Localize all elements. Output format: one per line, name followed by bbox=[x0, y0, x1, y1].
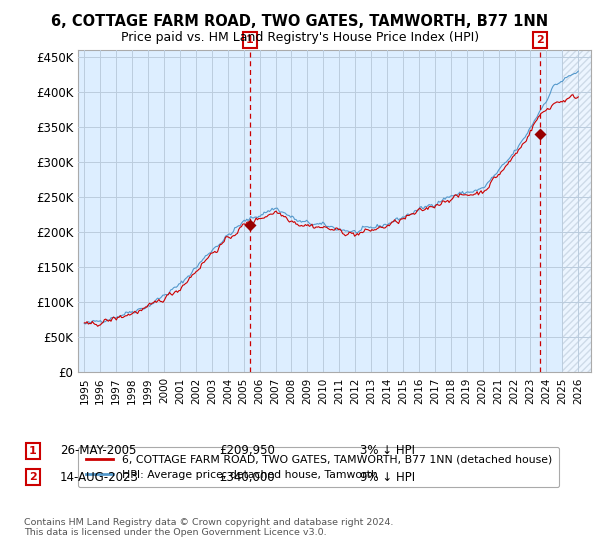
Text: 1: 1 bbox=[246, 35, 254, 45]
Text: 1: 1 bbox=[29, 446, 37, 456]
Text: 26-MAY-2005: 26-MAY-2005 bbox=[60, 444, 136, 458]
Text: 3% ↓ HPI: 3% ↓ HPI bbox=[360, 444, 415, 458]
Text: Contains HM Land Registry data © Crown copyright and database right 2024.
This d: Contains HM Land Registry data © Crown c… bbox=[24, 518, 394, 538]
Text: £209,950: £209,950 bbox=[219, 444, 275, 458]
Text: 14-AUG-2023: 14-AUG-2023 bbox=[60, 470, 139, 484]
Text: £340,000: £340,000 bbox=[219, 470, 275, 484]
Text: 2: 2 bbox=[29, 472, 37, 482]
Bar bbox=[562, 50, 591, 372]
Text: 6, COTTAGE FARM ROAD, TWO GATES, TAMWORTH, B77 1NN: 6, COTTAGE FARM ROAD, TWO GATES, TAMWORT… bbox=[52, 14, 548, 29]
Text: 9% ↓ HPI: 9% ↓ HPI bbox=[360, 470, 415, 484]
Legend: 6, COTTAGE FARM ROAD, TWO GATES, TAMWORTH, B77 1NN (detached house), HPI: Averag: 6, COTTAGE FARM ROAD, TWO GATES, TAMWORT… bbox=[78, 447, 559, 487]
Text: Price paid vs. HM Land Registry's House Price Index (HPI): Price paid vs. HM Land Registry's House … bbox=[121, 31, 479, 44]
Text: 2: 2 bbox=[536, 35, 544, 45]
